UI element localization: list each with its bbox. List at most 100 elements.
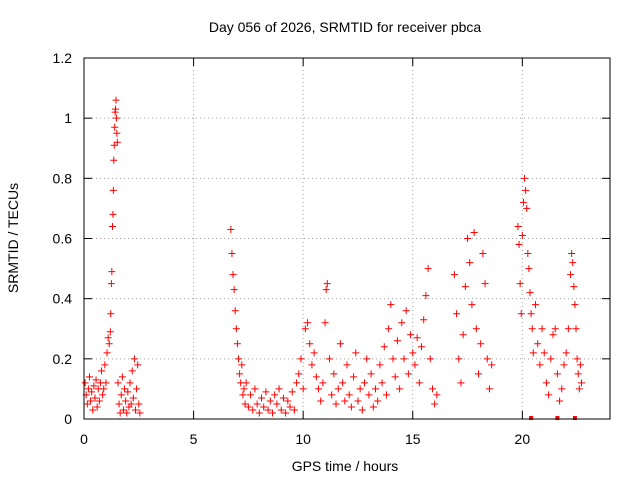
data-point [547,355,555,363]
data-point [402,307,410,315]
data-point [90,382,98,390]
data-point [542,379,550,387]
data-point [571,301,579,309]
data-point [249,406,257,414]
data-point [91,394,99,402]
data-point [488,361,496,369]
data-point [135,400,143,408]
data-point [411,361,419,369]
data-point [108,268,116,276]
data-point [99,391,107,399]
x-tick-label: 20 [515,431,531,447]
data-point [293,379,301,387]
data-point [110,141,118,149]
data-point [389,355,397,363]
data-point [564,325,572,333]
chart-title: Day 056 of 2026, SRMTID for receiver pbc… [209,19,482,35]
data-point [529,349,537,357]
x-axis-label: GPS time / hours [292,458,399,474]
data-point [290,406,298,414]
data-point [117,391,125,399]
data-point [233,340,241,348]
data-point [321,319,329,327]
data-point [396,385,404,393]
data-point [235,355,243,363]
data-point [124,388,132,396]
data-point [112,114,120,122]
data-point [387,301,395,309]
data-point [332,400,340,408]
data-point [391,373,399,381]
x-tick-label: 0 [80,431,88,447]
data-point [521,174,529,182]
data-point [455,355,463,363]
data-point [232,325,240,333]
data-point [363,355,371,363]
data-point [92,376,100,384]
data-point [93,403,101,411]
data-point [560,361,568,369]
data-point [569,259,577,267]
data-point [575,385,583,393]
data-point [336,340,344,348]
data-point [244,403,252,411]
data-point [466,259,474,267]
data-point [84,385,92,393]
x-tick-label: 15 [405,431,421,447]
data-series-srmtid [81,96,586,420]
data-point [118,373,126,381]
data-point [573,355,581,363]
data-point [260,403,268,411]
data-point [551,325,559,333]
data-point [105,340,113,348]
data-point [264,406,272,414]
x-tick-label: 5 [190,431,198,447]
data-point [242,379,250,387]
data-point [227,225,235,233]
data-point [88,388,96,396]
data-point [556,397,564,405]
data-point [288,388,296,396]
data-point [376,361,384,369]
data-point [334,385,342,393]
data-point [229,271,237,279]
y-tick-label: 0.2 [53,351,73,367]
data-point [468,301,476,309]
data-point [132,406,140,414]
data-point [286,403,294,411]
baseline-marker [529,416,534,420]
data-point [567,271,575,279]
data-point [103,349,111,357]
data-point [295,370,303,378]
data-point [121,385,129,393]
data-point [385,325,393,333]
data-point [236,370,244,378]
data-point [122,397,130,405]
data-point [266,397,274,405]
data-point [130,355,138,363]
data-point [98,367,106,375]
data-point [247,391,255,399]
data-point [317,397,325,405]
data-point [279,394,287,402]
data-point [358,406,366,414]
data-point [568,250,576,258]
data-point [107,310,115,318]
data-point [481,280,489,288]
data-point [228,250,236,258]
data-point [251,385,259,393]
data-point [526,289,534,297]
data-point [312,373,320,381]
data-point [457,379,465,387]
data-point [119,406,127,414]
y-tick-label: 1 [64,110,72,126]
data-point [574,370,582,378]
data-point [347,403,355,411]
data-point [453,310,461,318]
data-point [238,361,246,369]
data-point [87,397,95,405]
data-point [85,373,93,381]
data-point [111,123,119,131]
data-point [549,331,557,339]
data-point [127,400,135,408]
